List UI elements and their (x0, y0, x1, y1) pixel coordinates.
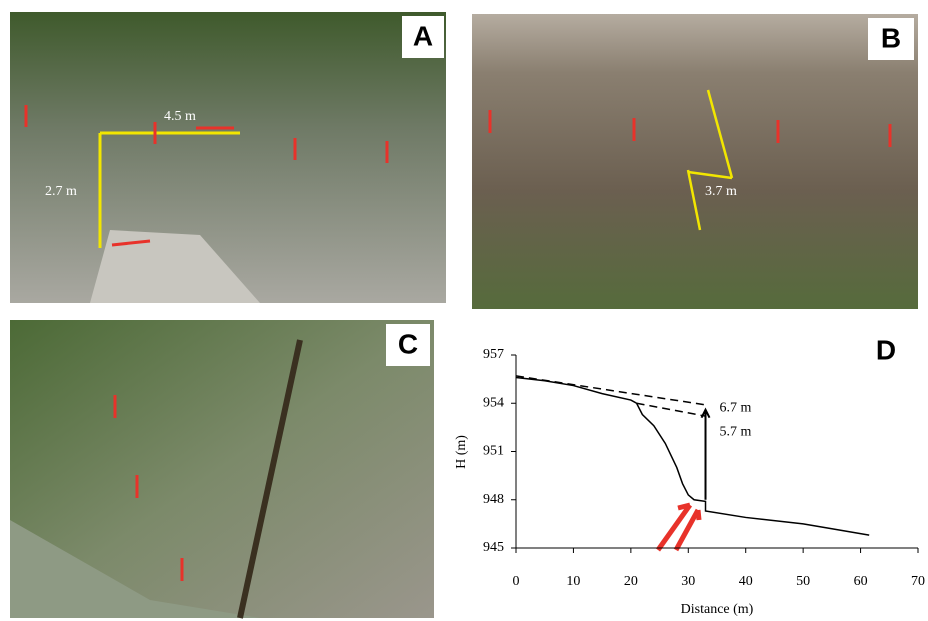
annotation: 5.7 m (720, 424, 752, 439)
panel-label: D (876, 334, 896, 365)
x-tick-label: 40 (739, 574, 753, 589)
x-tick-label: 50 (796, 574, 810, 589)
profile-line (516, 378, 869, 536)
y-tick-label: 951 (483, 444, 504, 459)
y-tick-label: 957 (483, 347, 504, 362)
figure: A 4.5 m 2.7 m B 3.7 m C D Distance (m) (0, 0, 928, 621)
annotation: 3.7 m (705, 184, 737, 199)
x-tick-label: 20 (624, 574, 638, 589)
y-axis-label: H (m) (454, 435, 469, 469)
panel-label: C (398, 328, 418, 359)
panel-label: B (881, 22, 901, 53)
profile-line (516, 376, 706, 405)
x-tick-label: 70 (911, 574, 925, 589)
photo-b: B 3.7 m (472, 14, 918, 309)
x-tick-label: 0 (513, 574, 520, 589)
annotation: 2.7 m (45, 184, 77, 199)
panel-label: A (413, 20, 433, 51)
photo-c: C (10, 320, 434, 618)
y-tick-label: 945 (483, 540, 504, 555)
x-tick-label: 60 (854, 574, 868, 589)
x-tick-label: 30 (681, 574, 695, 589)
y-tick-label: 954 (483, 395, 504, 410)
profile-line (637, 403, 706, 416)
x-axis-label: Distance (m) (681, 602, 754, 617)
annotation: 6.7 m (720, 400, 752, 415)
annotation: 4.5 m (164, 109, 196, 124)
photo-a: A 4.5 m 2.7 m (10, 12, 446, 303)
y-tick-label: 948 (483, 492, 504, 507)
slip-arrows (658, 505, 699, 550)
chart: D Distance (m) H (m) 0 10 20 30 40 50 60 70 945 9… (454, 334, 925, 617)
x-tick-label: 10 (566, 574, 580, 589)
